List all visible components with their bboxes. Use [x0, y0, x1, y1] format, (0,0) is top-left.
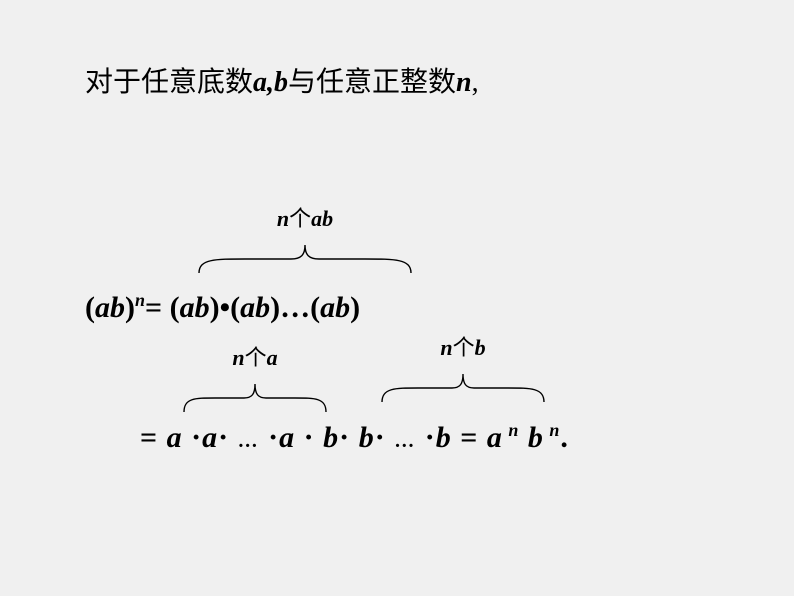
- l2-rb: b: [528, 421, 544, 454]
- l2-sp: [519, 421, 528, 454]
- l2-sup2: n: [544, 420, 561, 440]
- brace2-expr: a: [267, 345, 278, 370]
- l2-d1: ·: [183, 421, 203, 454]
- l1-lp3: (: [230, 291, 240, 324]
- l2-period: .: [560, 421, 569, 454]
- l2-dots1: …: [238, 430, 260, 452]
- brace1-label: n个ab: [195, 201, 415, 233]
- l1-ab2: ab: [180, 291, 210, 324]
- heading-pre: 对于任意底数: [85, 67, 253, 98]
- heading-mid: 与任意正整数: [288, 67, 456, 98]
- l2-d6: ·: [375, 421, 395, 454]
- brace2-cn: 个: [245, 345, 267, 370]
- heading-post: ,: [472, 67, 479, 98]
- l2-sup1: n: [503, 420, 520, 440]
- l2-b3: b: [436, 421, 452, 454]
- heading-vars1: a,b: [253, 67, 288, 98]
- l1-rp3: ): [270, 291, 280, 324]
- l1-lp1: (: [85, 291, 95, 324]
- l2-dots2: …: [394, 430, 416, 452]
- equation-line-2: = a ·a· … ·a · b· b· … ·b = a n b n.: [140, 420, 569, 455]
- brace3-label: n个b: [378, 330, 548, 362]
- heading-text: 对于任意底数a,b与任意正整数n,: [85, 60, 479, 100]
- l2-a1: a: [167, 421, 183, 454]
- l1-ab1: ab: [95, 291, 125, 324]
- l2-d3: ·: [260, 421, 280, 454]
- l1-eq: =: [145, 291, 170, 324]
- l2-eq1: =: [140, 421, 167, 454]
- l1-lp4: (: [310, 291, 320, 324]
- brace3-cn: 个: [453, 335, 475, 360]
- l1-ab4: ab: [320, 291, 350, 324]
- brace2-label: n个a: [180, 340, 330, 372]
- brace1-cn: 个: [289, 206, 311, 231]
- brace1-var: n: [277, 206, 289, 231]
- brace-group-2: n个a: [180, 340, 330, 414]
- heading-vars2: n: [456, 67, 472, 98]
- brace2-var: n: [232, 345, 244, 370]
- l2-b2: b: [359, 421, 375, 454]
- l1-lp2: (: [170, 291, 180, 324]
- brace3-svg: [378, 362, 548, 404]
- equation-line-1: (ab)n= (ab)•(ab)…(ab): [85, 290, 360, 325]
- brace-group-3: n个b: [378, 330, 548, 404]
- brace1-expr: ab: [311, 206, 333, 231]
- l1-sup: n: [135, 290, 145, 310]
- l1-ab3: ab: [240, 291, 270, 324]
- brace3-var: n: [440, 335, 452, 360]
- l2-a3: a: [279, 421, 295, 454]
- l1-rp1: ): [125, 291, 135, 324]
- l2-d7: ·: [416, 421, 436, 454]
- brace3-expr: b: [475, 335, 486, 360]
- l2-ra: a: [487, 421, 503, 454]
- l2-b1: b: [323, 421, 339, 454]
- l1-rp2: ): [210, 291, 220, 324]
- brace-group-1: n个ab: [195, 201, 415, 275]
- l2-eq2: =: [452, 421, 487, 454]
- l1-rp4: ): [350, 291, 360, 324]
- l2-d5: ·: [339, 421, 359, 454]
- l1-dots: …: [280, 291, 310, 324]
- l2-d4: ·: [295, 421, 323, 454]
- l1-dot1: •: [220, 291, 231, 324]
- brace2-svg: [180, 372, 330, 414]
- l2-a2: a: [202, 421, 218, 454]
- brace1-svg: [195, 233, 415, 275]
- l2-d2: ·: [218, 421, 238, 454]
